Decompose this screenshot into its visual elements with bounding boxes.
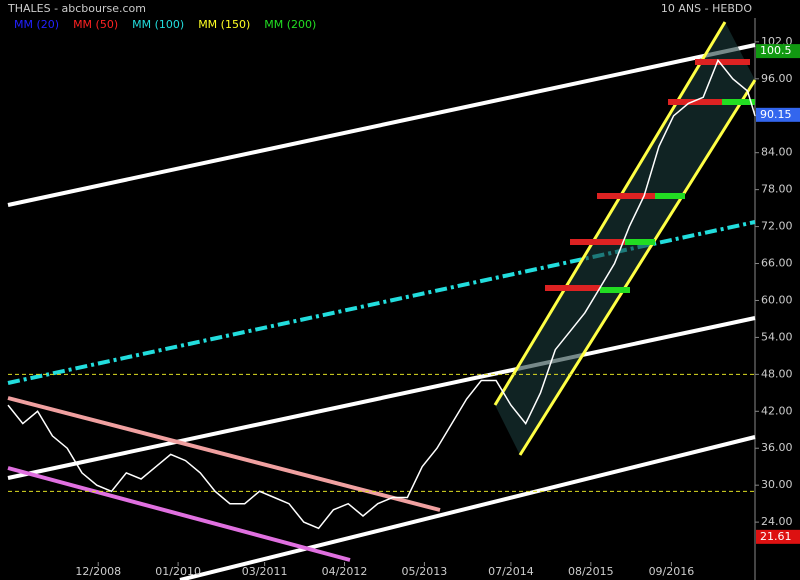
channel-line bbox=[493, 21, 727, 406]
trend-line bbox=[179, 435, 756, 580]
trend-line bbox=[7, 466, 351, 562]
y-tick-label: 60.00 bbox=[761, 293, 793, 306]
price-line bbox=[7, 58, 756, 530]
x-tick-label: 12/2008 bbox=[75, 565, 121, 578]
trend-line bbox=[7, 316, 756, 480]
y-tick-label: 36.00 bbox=[761, 441, 793, 454]
x-tick-label: 09/2016 bbox=[649, 565, 695, 578]
legend-entry: MM (150) bbox=[198, 18, 250, 31]
y-tick-label: 54.00 bbox=[761, 330, 793, 343]
y-tick-label: 84.00 bbox=[761, 146, 793, 159]
chart-title: THALES - abcbourse.com bbox=[7, 2, 146, 15]
price-tag bbox=[756, 529, 800, 544]
trend-line bbox=[7, 43, 756, 207]
legend-entry: MM (200) bbox=[264, 18, 316, 31]
price-tag-label: 21.61 bbox=[760, 530, 792, 543]
level-bars bbox=[545, 59, 755, 293]
price-tag-label: 100.5 bbox=[760, 44, 792, 57]
x-tick-label: 04/2012 bbox=[322, 565, 368, 578]
x-tick-label: 05/2013 bbox=[402, 565, 448, 578]
x-tick-label: 03/2011 bbox=[242, 565, 288, 578]
y-tick-label: 66.00 bbox=[761, 257, 793, 270]
x-tick-label: 01/2010 bbox=[155, 565, 201, 578]
price-tag bbox=[756, 107, 800, 122]
x-tick-label: 07/2014 bbox=[488, 565, 534, 578]
y-tick-label: 72.00 bbox=[761, 220, 793, 233]
x-tick-label: 08/2015 bbox=[568, 565, 614, 578]
price-tag-label: 90.15 bbox=[760, 108, 792, 121]
y-tick-label: 96.00 bbox=[761, 72, 793, 85]
legend-entry: MM (50) bbox=[73, 18, 118, 31]
chart-subtitle: 10 ANS - HEBDO bbox=[661, 2, 752, 15]
y-tick-label: 24.00 bbox=[761, 515, 793, 528]
legend-entry: MM (20) bbox=[14, 18, 59, 31]
y-tick-label: 78.00 bbox=[761, 183, 793, 196]
y-tick-label: 42.00 bbox=[761, 404, 793, 417]
price-tag bbox=[756, 44, 800, 59]
legend-entry: MM (100) bbox=[132, 18, 184, 31]
y-tick-label: 48.00 bbox=[761, 367, 793, 380]
channel-line bbox=[518, 79, 757, 456]
y-tick-label: 30.00 bbox=[761, 478, 793, 491]
